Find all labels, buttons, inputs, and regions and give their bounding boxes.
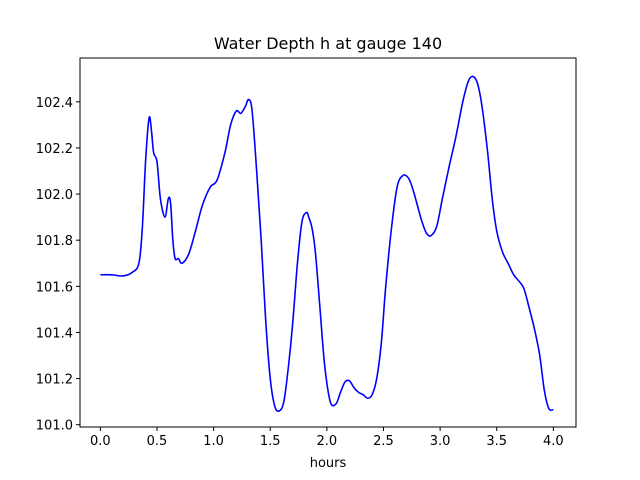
x-tick-label: 3.0 — [430, 434, 451, 449]
x-axis-label: hours — [310, 456, 347, 471]
x-tick-label: 1.5 — [260, 434, 281, 449]
y-tick-label: 102.2 — [36, 142, 73, 157]
x-tick-label: 3.5 — [486, 434, 507, 449]
chart-title: Water Depth h at gauge 140 — [214, 34, 442, 53]
x-tick-label: 4.0 — [543, 434, 564, 449]
y-tick-label: 101.0 — [36, 419, 73, 434]
y-tick-label: 102.4 — [36, 96, 73, 111]
y-tick-label: 102.0 — [36, 188, 73, 203]
y-tick-label: 101.6 — [36, 280, 73, 295]
series-layer — [100, 75, 554, 413]
x-tick-label: 1.0 — [203, 434, 224, 449]
plot-frame — [79, 57, 577, 428]
y-tick-label: 101.8 — [36, 234, 73, 249]
y-axis-ticks: 101.0 101.2 101.4 101.6 101.8 102.0 102.2 102.4 — [36, 96, 80, 434]
x-tick-label: 2.0 — [317, 434, 338, 449]
series-line — [100, 75, 554, 413]
y-tick-label: 101.2 — [36, 373, 73, 388]
x-tick-label: 2.5 — [373, 434, 394, 449]
x-tick-label: 0.5 — [147, 434, 168, 449]
y-tick-label: 101.4 — [36, 326, 73, 341]
x-axis-ticks: 0.0 0.5 1.0 1.5 2.0 2.5 3.0 3.5 4.0 — [90, 427, 564, 449]
x-tick-label: 0.0 — [90, 434, 111, 449]
